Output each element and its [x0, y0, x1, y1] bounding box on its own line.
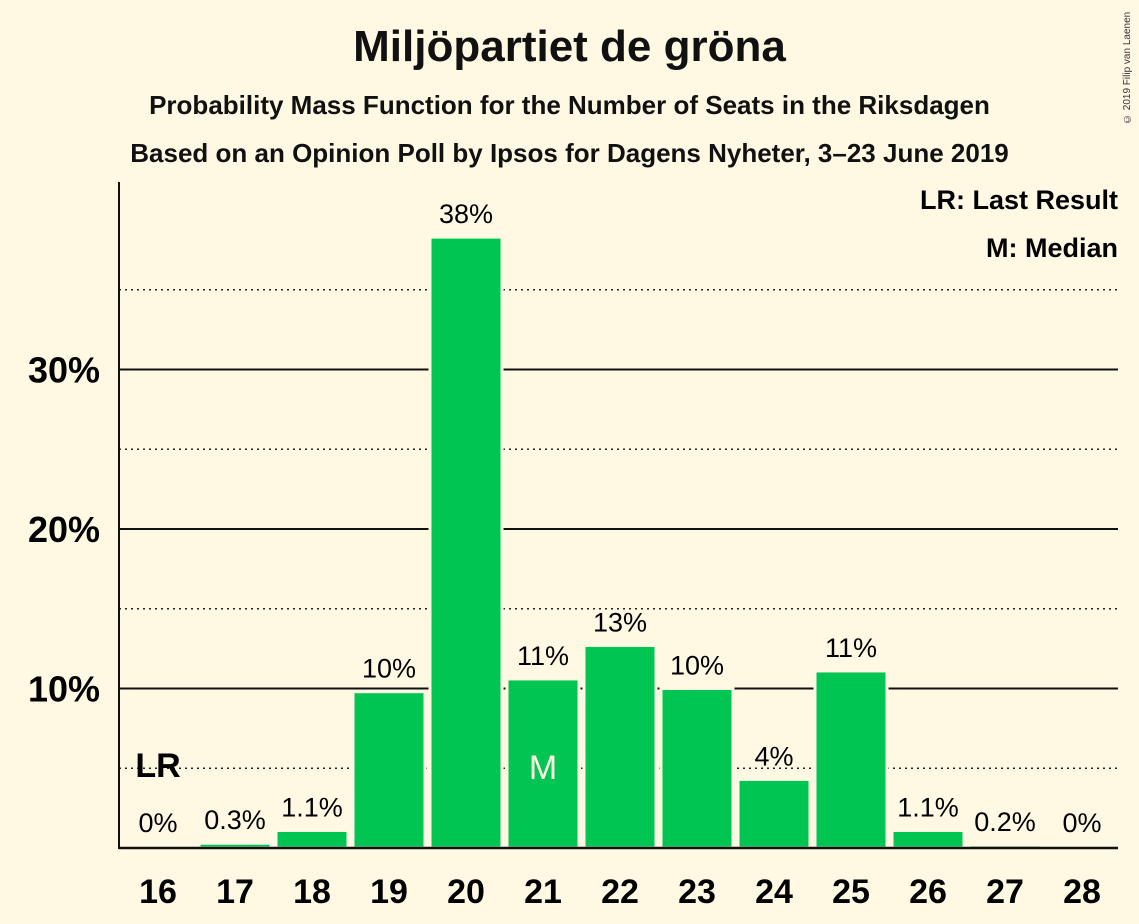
bar-value-label: 11%	[825, 633, 877, 663]
x-tick-label: 25	[832, 873, 870, 911]
bar-seat-19	[351, 690, 427, 850]
bar-value-label: 0%	[1062, 808, 1101, 838]
bar-value-label: 0.2%	[974, 807, 1036, 837]
chart-subtitle: Probability Mass Function for the Number…	[149, 90, 990, 120]
bar-seat-22	[582, 643, 658, 850]
x-tick-label: 19	[370, 873, 408, 911]
x-tick-label: 16	[139, 873, 177, 911]
x-tick-label: 26	[909, 873, 947, 911]
x-tick-label: 21	[524, 873, 562, 911]
x-tick-label: 18	[293, 873, 331, 911]
bar-seat-18	[274, 828, 350, 850]
x-tick-label: 27	[986, 873, 1024, 911]
x-tick-label: 24	[755, 873, 793, 911]
bar-labels: 0% 0.3% 1.1% 10% 38% 11% 13% 10% 4% 11% 1.1% 0.2% 0%…	[135, 199, 1101, 838]
bar-value-label: 1.1%	[281, 792, 343, 822]
bar-value-label: 13%	[593, 607, 647, 637]
bar-seat-21	[505, 677, 581, 850]
bar-value-label: 11%	[517, 641, 569, 671]
bar-seat-25	[813, 669, 889, 850]
legend-last-result: LR: Last Result	[920, 185, 1118, 215]
bar-seat-20	[428, 235, 504, 850]
chart-title: Miljöpartiet de gröna	[353, 22, 786, 71]
x-tick-label: 22	[601, 873, 639, 911]
bar-value-label: 10%	[670, 651, 724, 681]
x-tick-label: 20	[447, 873, 485, 911]
bar-value-label: 4%	[754, 741, 793, 771]
last-result-marker: LR	[135, 747, 180, 785]
bar-value-label: 10%	[362, 654, 416, 684]
bar-seat-23	[659, 687, 735, 850]
y-tick-label: 30%	[28, 350, 100, 391]
bar-value-label: 38%	[439, 199, 493, 229]
bar-value-label: 0%	[138, 808, 177, 838]
median-marker: M	[529, 749, 557, 787]
y-tick-label: 20%	[28, 509, 100, 550]
bar-value-label: 0.3%	[204, 805, 266, 835]
x-tick-label: 28	[1063, 873, 1101, 911]
bar-seat-24	[736, 777, 812, 850]
y-tick-label: 10%	[28, 669, 100, 710]
bar-seat-26	[890, 828, 966, 850]
axes: 10% 20% 30% 16 17 18 19 20 21 22 23 24 25 26 27 28	[28, 182, 1118, 911]
legend-median: M: Median	[986, 233, 1118, 263]
chart-subtitle-source: Based on an Opinion Poll by Ipsos for Da…	[130, 138, 1009, 168]
x-tick-label: 17	[216, 873, 254, 911]
bar-value-label: 1.1%	[897, 792, 959, 822]
bars	[197, 235, 1043, 850]
x-tick-label: 23	[678, 873, 716, 911]
